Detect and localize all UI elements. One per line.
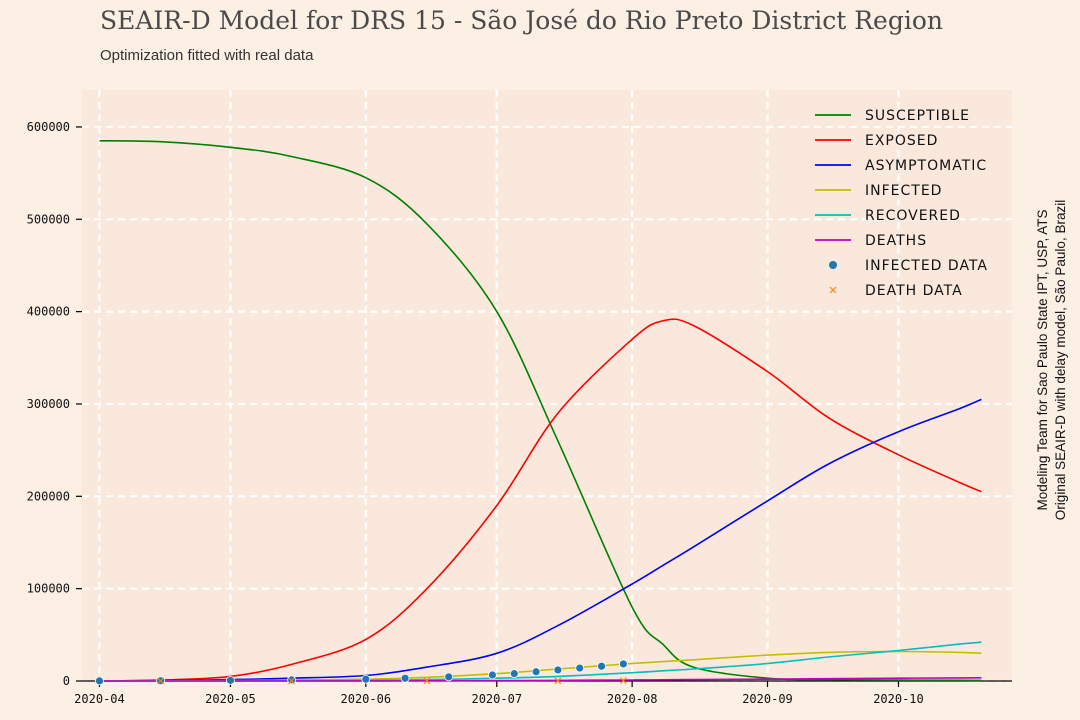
series-line-asymptomatic — [99, 398, 982, 682]
y-tick-label: 500000 — [27, 212, 70, 226]
legend-swatch — [829, 261, 837, 269]
infected-data-point — [95, 676, 104, 686]
death-data-point — [619, 677, 627, 685]
credits-line-1: Modeling Team for Sao Paulo State IPT, U… — [1035, 210, 1050, 511]
y-tick-label: 600000 — [27, 120, 70, 134]
death-data-point — [288, 677, 296, 685]
x-tick-label: 2020-09 — [742, 692, 793, 706]
infected-data-point — [226, 675, 235, 685]
infected-data-point — [400, 673, 410, 683]
y-tick-label: 300000 — [27, 397, 70, 411]
death-data-point — [423, 677, 431, 685]
infected-data-point — [619, 659, 628, 669]
legend-label: ASYMPTOMATIC — [865, 158, 987, 174]
death-data-point — [554, 677, 562, 685]
x-tick-label: 2020-08 — [607, 692, 658, 706]
legend-label: DEATHS — [865, 233, 927, 249]
x-tick-label: 2020-04 — [74, 692, 125, 706]
plot-background — [82, 90, 1012, 681]
y-tick-label: 400000 — [27, 305, 70, 319]
y-tick-label: 0 — [63, 674, 70, 688]
series-line-exposed — [99, 318, 982, 682]
legend-label: DEATH DATA — [865, 283, 963, 299]
infected-data-point — [444, 672, 454, 682]
x-tick-label: 2020-10 — [873, 692, 924, 706]
infected-data-point — [488, 670, 497, 680]
death-data-point — [157, 677, 165, 685]
legend-label: RECOVERED — [865, 208, 961, 224]
legend-label: SUSCEPTIBLE — [865, 108, 970, 124]
legend-swatch — [829, 286, 837, 294]
chart-title: SEAIR-D Model for DRS 15 - São José do R… — [100, 6, 943, 35]
credits-line-2: Original SEAIR-D with delay model, São P… — [1053, 200, 1068, 520]
chart-subtitle: Optimization fitted with real data — [100, 47, 314, 64]
legend-label: INFECTED DATA — [865, 258, 988, 274]
y-tick-label: 200000 — [27, 489, 70, 503]
infected-data-point — [361, 674, 371, 684]
infected-data-point — [597, 661, 606, 671]
infected-data-point — [287, 675, 296, 685]
credits-text: Modeling Team for Sao Paulo State IPT, U… — [1035, 200, 1068, 520]
x-tick-label: 2020-05 — [205, 692, 256, 706]
legend-label: EXPOSED — [865, 133, 938, 149]
y-tick-label: 100000 — [27, 582, 70, 596]
series-line-deaths — [99, 677, 982, 682]
infected-data-point — [553, 665, 563, 675]
legend-label: INFECTED — [865, 183, 942, 199]
x-tick-label: 2020-07 — [471, 692, 522, 706]
x-tick-label: 2020-06 — [341, 692, 392, 706]
series-line-susceptible — [99, 140, 982, 682]
infected-data-point — [531, 667, 541, 677]
infected-data-point — [575, 663, 585, 673]
infected-data-point — [509, 669, 519, 679]
